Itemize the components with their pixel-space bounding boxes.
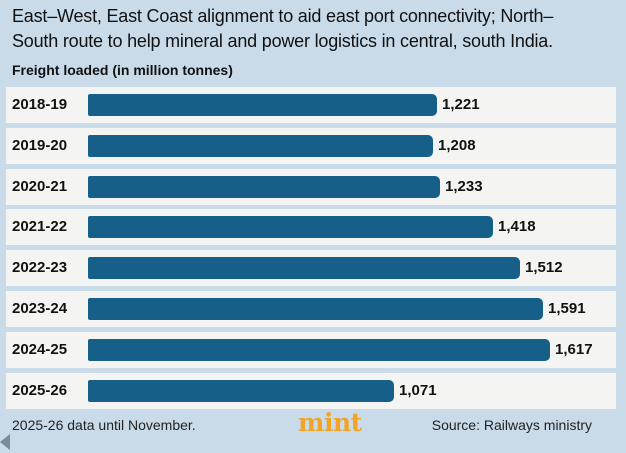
category-label: 2019-20 xyxy=(12,136,68,154)
value-label: 1,418 xyxy=(498,218,536,236)
value-label: 1,071 xyxy=(399,381,437,399)
category-label: 2022-23 xyxy=(12,259,68,277)
category-label: 2018-19 xyxy=(12,96,68,113)
category-label: 2021-22 xyxy=(12,218,68,236)
brand-logo: mint xyxy=(298,408,362,437)
bar xyxy=(88,216,493,239)
description-line-2: South route to help mineral and power lo… xyxy=(12,31,553,51)
bar xyxy=(88,298,543,320)
category-label: 2020-21 xyxy=(12,177,68,195)
value-label: 1,221 xyxy=(442,96,480,113)
category-label: 2024-25 xyxy=(12,340,68,358)
footnote: 2025-26 data until November. xyxy=(12,417,196,433)
source-note: Source: Railways ministry xyxy=(431,417,592,433)
value-label: 1,617 xyxy=(555,340,593,358)
bar xyxy=(88,175,440,198)
category-label: 2025-26 xyxy=(12,381,68,399)
corner-triangle-icon xyxy=(0,434,10,450)
bar xyxy=(88,257,520,280)
bar xyxy=(88,379,394,402)
description-line-1: East–West, East Coast alignment to aid e… xyxy=(12,6,554,26)
value-label: 1,512 xyxy=(525,259,563,277)
bar xyxy=(88,134,433,157)
value-label: 1,591 xyxy=(548,300,586,317)
category-label: 2023-24 xyxy=(12,300,68,317)
value-label: 1,208 xyxy=(438,136,476,154)
value-label: 1,233 xyxy=(445,177,483,195)
bar xyxy=(88,338,550,361)
chart-description: East–West, East Coast alignment to aid e… xyxy=(12,4,612,54)
chart-title: Freight loaded (in million tonnes) xyxy=(12,62,233,78)
bar xyxy=(88,94,437,116)
